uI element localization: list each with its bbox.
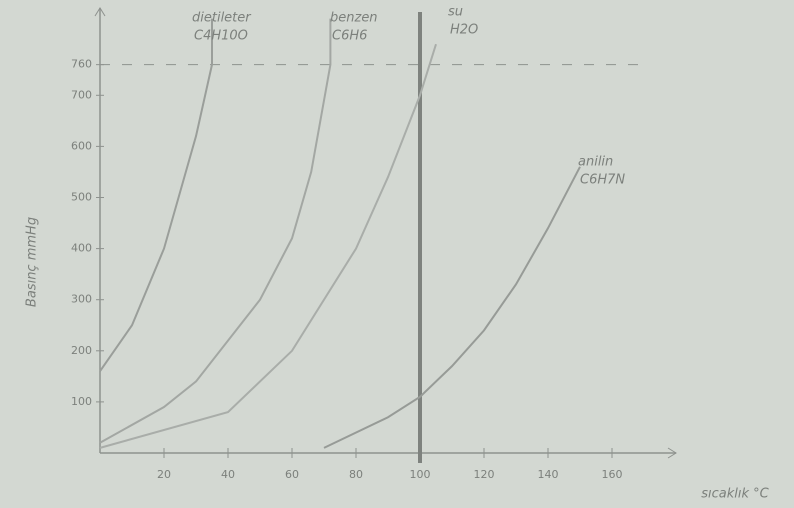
series-name: anilin bbox=[578, 155, 613, 170]
series-line bbox=[100, 19, 212, 372]
y-axis-label: Basınç mmHg bbox=[25, 217, 40, 307]
series-formula: C6H6 bbox=[332, 29, 367, 44]
series-line bbox=[324, 167, 580, 448]
x-tick-label: 140 bbox=[538, 468, 559, 481]
series-formula: H2O bbox=[450, 23, 478, 38]
x-axis-label: sıcaklık °C bbox=[701, 487, 769, 502]
x-tick-label: 80 bbox=[349, 468, 363, 481]
x-tick-label: 60 bbox=[285, 468, 299, 481]
page: {"chart_data": { "type": "line", "x_labe… bbox=[0, 0, 794, 508]
y-tick-label: 200 bbox=[71, 344, 92, 357]
y-tick-label: 600 bbox=[71, 139, 92, 152]
series-name: benzen bbox=[330, 11, 378, 26]
y-tick-label: 400 bbox=[71, 242, 92, 255]
x-tick-label: 120 bbox=[474, 468, 495, 481]
y-tick-label: 500 bbox=[71, 191, 92, 204]
y-tick-label: 760 bbox=[71, 58, 92, 71]
series-name: su bbox=[448, 5, 463, 20]
y-tick-label: 300 bbox=[71, 293, 92, 306]
series-formula: C4H10O bbox=[194, 29, 248, 44]
x-tick-label: 100 bbox=[410, 468, 431, 481]
x-tick-label: 160 bbox=[602, 468, 623, 481]
y-tick-label: 100 bbox=[71, 395, 92, 408]
series-name: dietileter bbox=[192, 11, 252, 26]
series-line bbox=[100, 44, 436, 448]
x-tick-label: 40 bbox=[221, 468, 235, 481]
x-tick-label: 20 bbox=[157, 468, 171, 481]
series-line bbox=[100, 19, 330, 443]
chart: Basınç mmHg sıcaklık °C 100 200 300 400 500 6… bbox=[0, 0, 794, 508]
series-formula: C6H7N bbox=[580, 173, 625, 188]
y-tick-label: 700 bbox=[71, 88, 92, 101]
